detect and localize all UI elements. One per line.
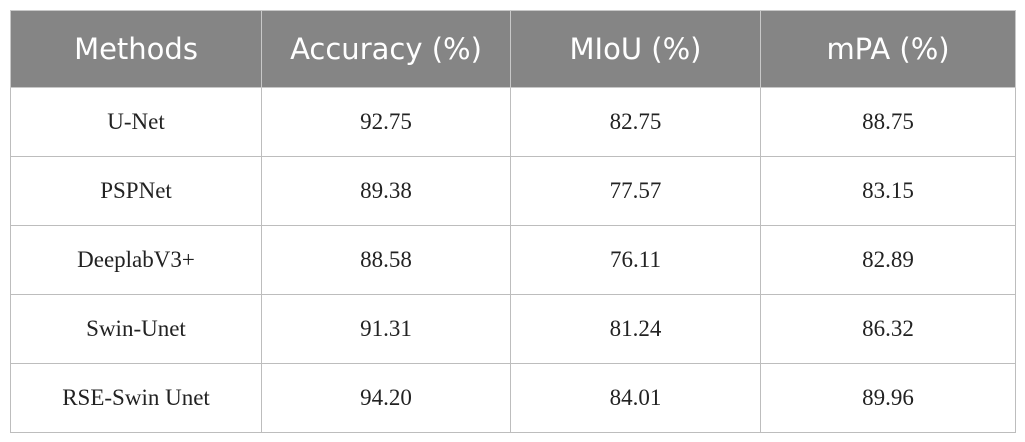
header-cell: MIoU (%) [510,10,761,88]
value-cell: 83.15 [760,156,1016,226]
value-cell: 82.75 [510,87,761,157]
table-header: Methods Accuracy (%) MIoU (%) mPA (%) [10,10,1016,88]
method-cell: Swin-Unet [10,294,262,364]
value-cell: 91.31 [261,294,511,364]
header-row: Methods Accuracy (%) MIoU (%) mPA (%) [10,10,1016,88]
value-cell: 94.20 [261,363,511,433]
table-container: Methods Accuracy (%) MIoU (%) mPA (%) U-Net… [10,10,1016,433]
value-cell: 77.57 [510,156,761,226]
value-cell: 88.75 [760,87,1016,157]
header-cell: mPA (%) [760,10,1016,88]
results-table: Methods Accuracy (%) MIoU (%) mPA (%) U-Net… [10,10,1016,433]
value-cell: 89.96 [760,363,1016,433]
value-cell: 86.32 [760,294,1016,364]
method-cell: RSE-Swin Unet [10,363,262,433]
value-cell: 82.89 [760,225,1016,295]
table-row: DeeplabV3+ 88.58 76.11 82.89 [10,225,1016,295]
value-cell: 84.01 [510,363,761,433]
value-cell: 81.24 [510,294,761,364]
method-cell: DeeplabV3+ [10,225,262,295]
value-cell: 76.11 [510,225,761,295]
method-cell: U-Net [10,87,262,157]
table-body: U-Net 92.75 82.75 88.75 PSPNet 89.38 77.57 83.1… [10,87,1016,433]
table-row: PSPNet 89.38 77.57 83.15 [10,156,1016,226]
table-row: Swin-Unet 91.31 81.24 86.32 [10,294,1016,364]
value-cell: 88.58 [261,225,511,295]
table-row: RSE-Swin Unet 94.20 84.01 89.96 [10,363,1016,433]
header-cell: Methods [10,10,262,88]
method-cell: PSPNet [10,156,262,226]
value-cell: 92.75 [261,87,511,157]
value-cell: 89.38 [261,156,511,226]
header-cell: Accuracy (%) [261,10,511,88]
table-row: U-Net 92.75 82.75 88.75 [10,87,1016,157]
